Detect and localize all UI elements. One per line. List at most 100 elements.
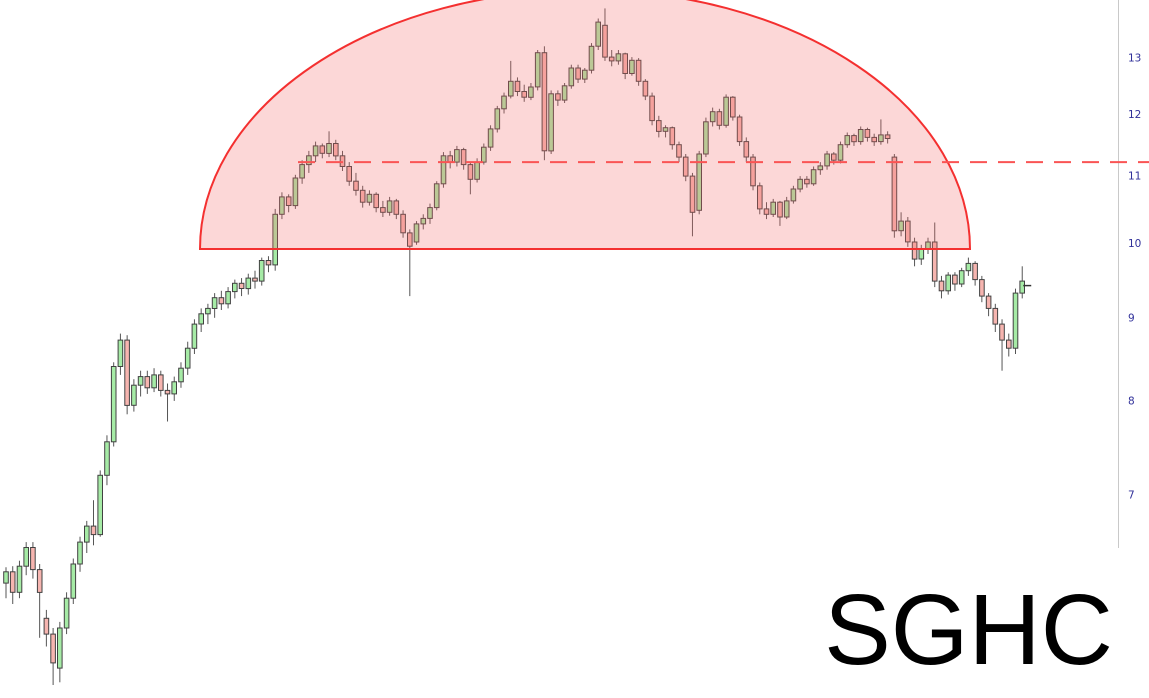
candle-down: [931, 241, 938, 282]
candle-up: [225, 291, 231, 305]
candle-up: [582, 69, 588, 80]
candle-up: [292, 177, 299, 207]
candle-down: [602, 24, 608, 58]
candle-up: [117, 339, 124, 368]
rounded-top-dome-annotation: [198, 0, 972, 250]
candle-up: [797, 178, 803, 190]
y-axis-label: 7: [1128, 490, 1135, 502]
candle-up: [312, 145, 319, 157]
candle-up: [783, 200, 790, 218]
candle-up: [534, 52, 541, 88]
candle-up: [878, 134, 884, 143]
candle-up: [299, 164, 305, 179]
candle-down: [30, 547, 36, 571]
candle-down: [90, 525, 97, 536]
candle-up: [232, 282, 238, 293]
candle-up: [662, 127, 669, 132]
candle-up: [413, 223, 420, 243]
candle-up: [97, 474, 104, 536]
candle-up: [191, 323, 198, 349]
candle-down: [346, 166, 352, 182]
candle-down: [669, 127, 676, 146]
candle-down: [777, 201, 783, 218]
candle-down: [642, 80, 649, 97]
candle-down: [555, 93, 561, 101]
candle-down: [265, 260, 272, 266]
candle-up: [137, 376, 144, 386]
candle-down: [575, 67, 581, 80]
candle-down: [359, 189, 366, 203]
candle-up: [958, 270, 965, 285]
candle-up: [810, 169, 817, 185]
candle-up: [178, 367, 184, 383]
candle-down: [622, 53, 629, 74]
y-axis-label: 11: [1128, 171, 1141, 183]
candles-layer: [3, 8, 1026, 685]
candle-down: [891, 156, 898, 232]
candle-down: [736, 116, 743, 143]
candle-up: [548, 93, 554, 152]
ticker-symbol: SGHC: [824, 574, 1113, 686]
candle-up: [501, 95, 507, 110]
candle-down: [460, 149, 467, 166]
candle-down: [999, 323, 1005, 341]
candle-up: [703, 121, 709, 155]
candle-down: [763, 208, 770, 215]
candle-down: [608, 56, 615, 62]
candle-up: [494, 108, 501, 130]
candle-up: [440, 155, 447, 185]
candle-up: [965, 262, 972, 272]
candle-up: [272, 213, 278, 266]
y-axis-label: 12: [1128, 109, 1141, 121]
candle-down: [938, 280, 945, 292]
candle-up: [508, 80, 514, 97]
y-axis-label: 8: [1128, 395, 1135, 407]
candle-up: [770, 201, 777, 215]
candle-down: [871, 136, 878, 143]
candle-down: [238, 282, 245, 289]
candle-up: [588, 45, 595, 71]
candle-up: [528, 86, 534, 98]
candle-up: [205, 307, 211, 315]
candle-down: [972, 262, 978, 281]
candle-down: [985, 295, 992, 309]
candle-down: [743, 141, 750, 158]
candle-down: [804, 178, 810, 185]
candle-up: [171, 381, 177, 395]
candle-down: [124, 339, 130, 406]
candle-up: [615, 53, 622, 62]
candle-down: [905, 220, 911, 243]
candle-up: [817, 165, 824, 171]
y-axis-label: 10: [1128, 238, 1141, 250]
candle-up: [131, 384, 137, 406]
candle-down: [50, 633, 56, 664]
candle-up: [487, 128, 494, 148]
candle-up: [790, 188, 797, 202]
candle-up: [306, 155, 312, 166]
y-axis-label: 9: [1128, 312, 1135, 324]
candle-up: [1019, 280, 1026, 294]
candle-up: [57, 627, 63, 669]
candle-up: [16, 565, 23, 593]
candle-down: [218, 297, 225, 305]
candle-down: [851, 135, 857, 143]
candle-up: [857, 129, 864, 143]
candle-up: [151, 374, 157, 389]
candle-down: [1006, 339, 1012, 349]
candle-up: [258, 260, 265, 282]
candle-up: [561, 85, 568, 101]
candle-down: [979, 279, 985, 297]
candle-down: [158, 374, 164, 391]
candle-up: [198, 313, 204, 325]
candle-up: [1012, 292, 1019, 349]
candle-up: [104, 441, 110, 476]
candle-down: [144, 376, 151, 389]
candle-down: [521, 91, 528, 98]
candle-up: [709, 111, 716, 123]
candle-up: [427, 207, 433, 219]
candle-up: [629, 59, 635, 74]
candle-down: [649, 95, 655, 122]
candle-down: [373, 193, 379, 209]
